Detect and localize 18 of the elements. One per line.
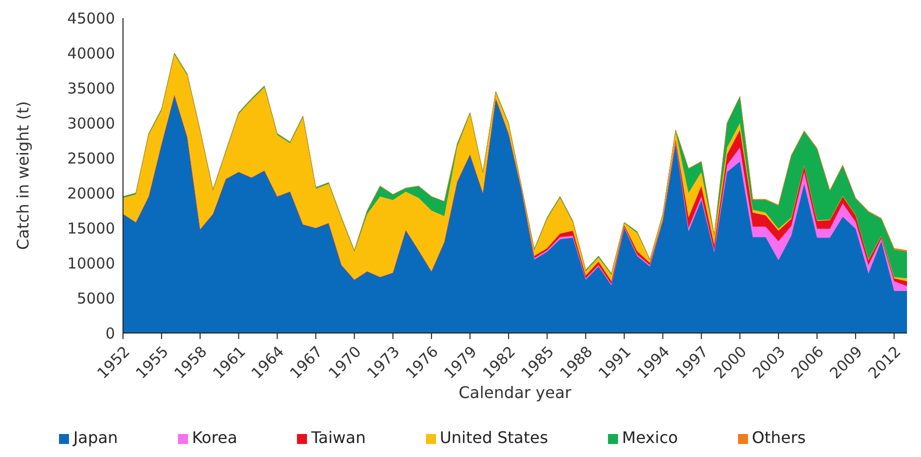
y-tick-label: 0	[105, 324, 115, 342]
y-tick-label: 20000	[67, 184, 115, 202]
legend-label: Mexico	[622, 428, 678, 447]
y-tick-label: 30000	[67, 114, 115, 132]
legend-label: Korea	[192, 428, 238, 447]
legend-label: United States	[440, 428, 548, 447]
y-tick-label: 35000	[67, 79, 115, 98]
y-tick-label: 25000	[67, 149, 115, 168]
x-axis-title: Calendar year	[458, 383, 572, 402]
y-tick-label: 10000	[67, 254, 115, 272]
legend-label: Japan	[73, 428, 118, 447]
legend-label: Taiwan	[311, 428, 366, 447]
y-axis-title: Catch in weight (t)	[14, 101, 33, 250]
legend-label: Others	[752, 428, 806, 447]
y-tick-label: 15000	[67, 219, 115, 238]
y-tick-label: 40000	[67, 44, 115, 62]
y-tick-label: 45000	[67, 9, 115, 28]
y-tick-label: 5000	[76, 289, 115, 308]
